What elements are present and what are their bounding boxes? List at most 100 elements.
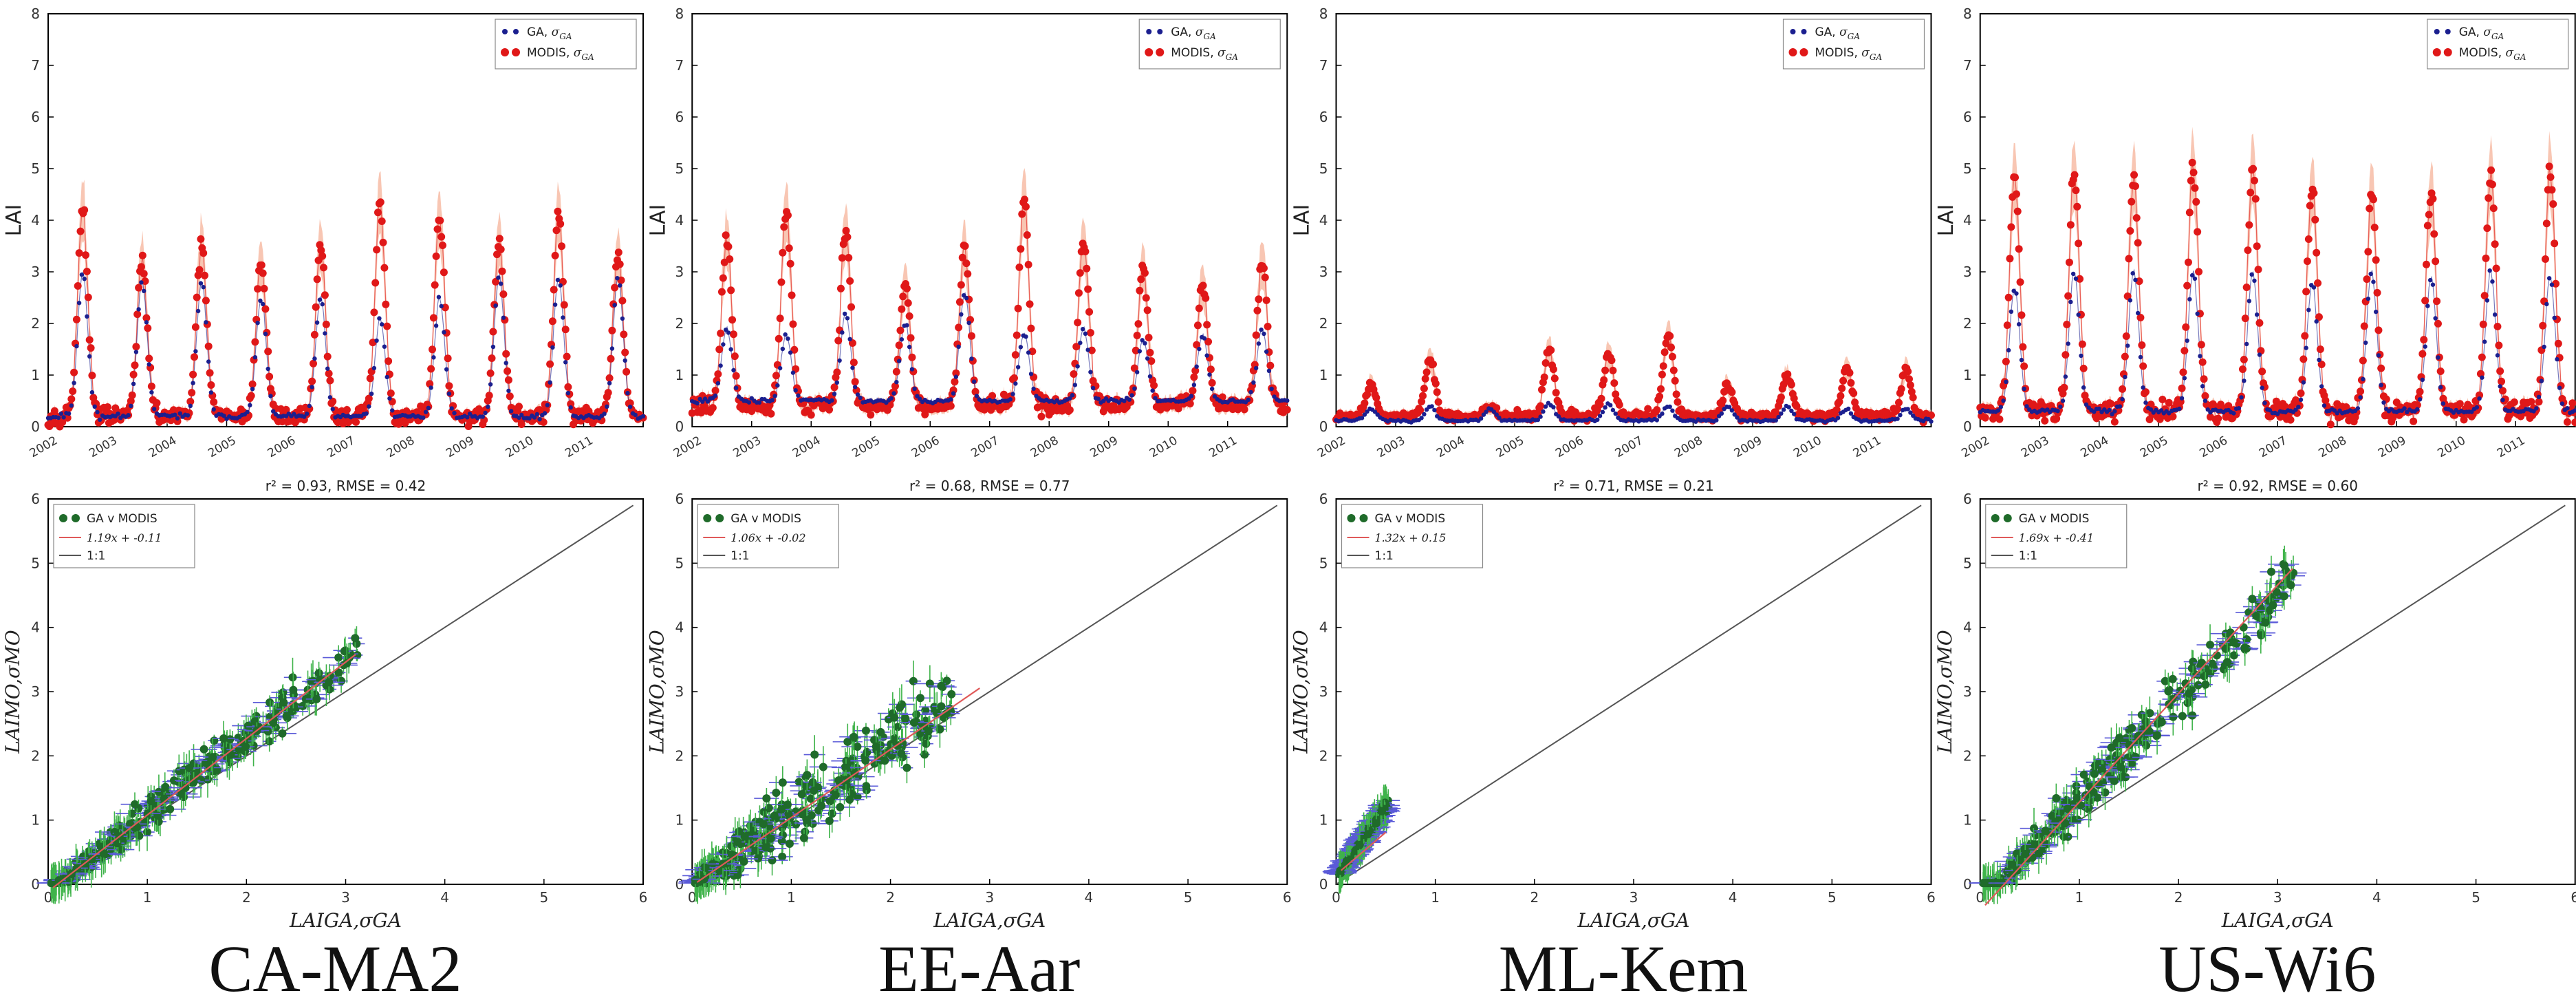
ga-point xyxy=(1068,396,1072,401)
modis-point xyxy=(191,323,199,331)
modis-point xyxy=(779,248,787,257)
ga-point xyxy=(245,409,250,414)
modis-point xyxy=(144,324,152,332)
ga-point xyxy=(1266,368,1272,373)
x-tick-label: 2009 xyxy=(444,434,476,460)
ga-point xyxy=(899,337,905,342)
ga-point xyxy=(889,396,894,401)
modis-point xyxy=(313,275,321,284)
ga-point xyxy=(1147,374,1153,379)
x-tick-label: 2002 xyxy=(28,434,60,460)
ga-point xyxy=(387,396,392,401)
y-tick-label: 4 xyxy=(31,619,40,636)
y-tick-label: 2 xyxy=(31,747,40,764)
modis-point xyxy=(385,357,393,365)
modis-point xyxy=(1361,399,1369,407)
legend-marker xyxy=(501,48,509,56)
modis-point xyxy=(499,290,508,298)
modis-point xyxy=(955,298,964,306)
modis-point xyxy=(1547,346,1555,354)
scatter-point xyxy=(849,732,858,741)
modis-point xyxy=(1074,289,1083,297)
scatter-point xyxy=(170,776,178,785)
modis-point xyxy=(898,305,906,313)
ga-point xyxy=(625,391,630,396)
scatter-chart: r² = 0.71, RMSE = 0.210 1 2 3 4 5 60123456LAIG… xyxy=(1290,478,1936,932)
modis-point xyxy=(1024,261,1032,268)
modis-point xyxy=(905,312,913,320)
ga-point xyxy=(832,392,837,396)
modis-point xyxy=(719,274,727,282)
ga-point xyxy=(959,312,964,317)
ga-point xyxy=(374,338,379,343)
y-tick-label: 5 xyxy=(31,555,40,571)
ga-point xyxy=(496,275,501,280)
legend-label-data: GA v MODIS xyxy=(87,512,158,526)
ga-point xyxy=(971,379,977,384)
x-tick-label: 2002 xyxy=(671,434,704,460)
ga-point xyxy=(1010,392,1015,396)
scatter-point xyxy=(797,790,806,799)
modis-point xyxy=(830,383,838,392)
modis-point xyxy=(849,359,858,367)
modis-point xyxy=(971,387,979,396)
ga-point xyxy=(1127,397,1132,402)
modis-point xyxy=(607,354,615,363)
modis-point xyxy=(83,268,91,275)
modis-point xyxy=(1433,388,1441,396)
scatter-point xyxy=(133,822,142,831)
scatter-point xyxy=(924,727,933,736)
modis-point xyxy=(186,398,195,405)
modis-point xyxy=(902,284,911,292)
modis-point xyxy=(786,259,794,268)
modis-point xyxy=(147,382,155,390)
ga-point xyxy=(69,403,74,408)
scatter-point xyxy=(784,810,793,818)
modis-point xyxy=(70,368,78,376)
modis-point xyxy=(967,332,975,340)
modis-point xyxy=(556,220,565,228)
modis-point xyxy=(436,217,444,224)
modis-point xyxy=(1136,286,1144,295)
ga-point xyxy=(1792,412,1797,416)
y-tick-label: 4 xyxy=(1319,212,1328,228)
x-tick-label: 3 xyxy=(341,889,350,906)
modis-point xyxy=(949,386,957,394)
ga-point xyxy=(442,330,446,334)
modis-point xyxy=(1612,390,1620,398)
ga-point xyxy=(534,412,539,417)
ga-point xyxy=(615,276,620,281)
scatter-legend: GA v MODIS 1.06x + -0.02 1:1 xyxy=(697,504,839,568)
y-tick-label: 0 xyxy=(675,876,684,893)
ga-point xyxy=(894,380,899,385)
modis-point xyxy=(128,391,136,399)
ga-point xyxy=(552,302,558,307)
legend-box xyxy=(495,19,637,70)
ga-point xyxy=(136,307,141,312)
scatter-point xyxy=(862,782,871,791)
ga-point xyxy=(1137,349,1143,354)
modis-point xyxy=(717,329,725,337)
ga-point xyxy=(483,410,488,416)
ga-point xyxy=(1285,398,1290,403)
ga-point xyxy=(918,396,922,401)
scatter-point xyxy=(778,778,787,787)
ga-point xyxy=(602,412,607,416)
ga-point xyxy=(733,385,739,390)
modis-point xyxy=(251,338,259,346)
ga-point xyxy=(1072,383,1078,387)
modis-point xyxy=(131,361,139,370)
ga-point xyxy=(519,412,524,418)
ga-point xyxy=(1541,409,1546,414)
ga-point xyxy=(310,385,314,390)
modis-point xyxy=(515,403,523,411)
ga-point xyxy=(537,417,542,422)
modis-point xyxy=(1143,306,1151,315)
scatter-point xyxy=(213,765,221,774)
ga-point xyxy=(966,320,971,326)
ga-point xyxy=(429,385,433,390)
modis-point xyxy=(1671,376,1679,385)
modis-point xyxy=(836,284,845,292)
x-tick-label: 2008 xyxy=(385,434,417,460)
